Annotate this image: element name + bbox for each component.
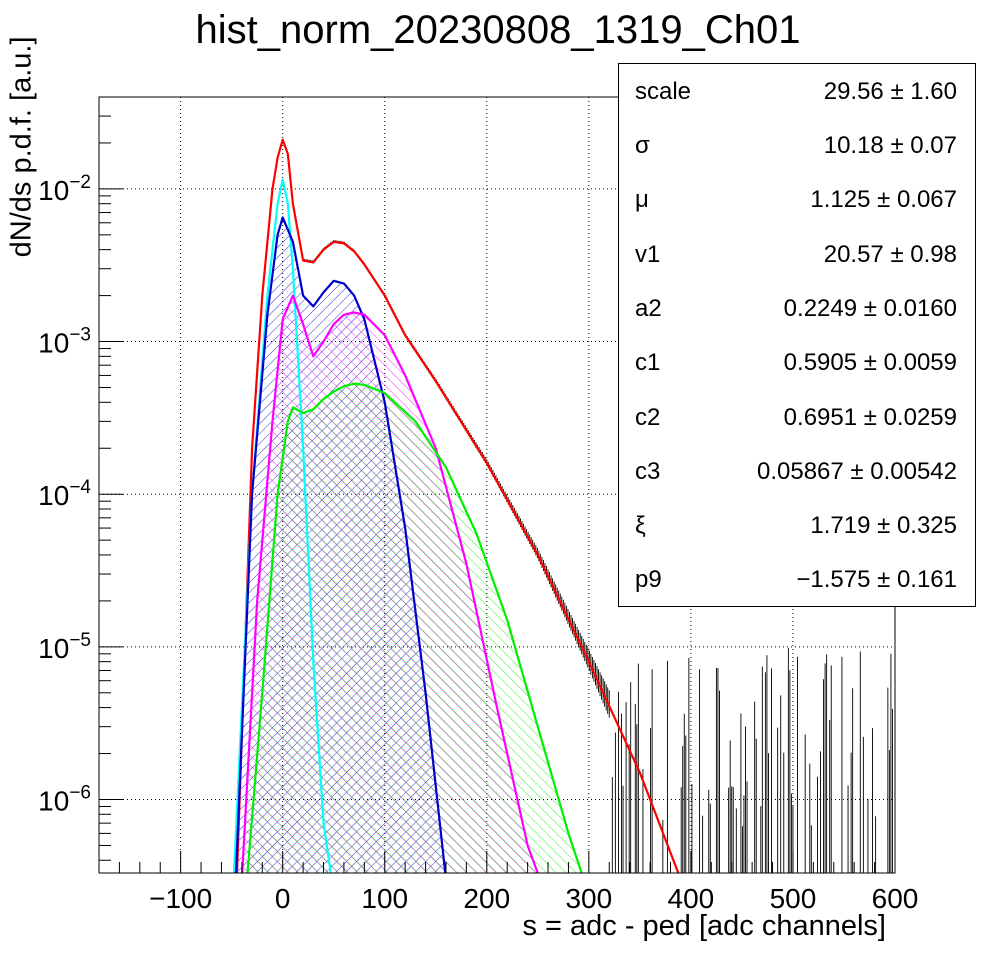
y-axis-label: dN/ds p.d.f. [a.u.] (5, 36, 38, 258)
y-tick-exponent: −6 (69, 783, 91, 804)
x-tick-label: −100 (149, 883, 212, 914)
stat-row: σ 10.18 ± 0.07 (619, 118, 975, 172)
stat-name: ξ (635, 512, 646, 539)
stat-row: c3 0.05867 ± 0.00542 (619, 444, 975, 498)
y-tick-exponent: −5 (69, 630, 91, 651)
stat-value: 29.56 ± 1.60 (823, 78, 957, 105)
y-tick-exponent: −4 (69, 477, 91, 498)
stat-value: 0.6951 ± 0.0259 (783, 404, 957, 431)
series-group (232, 138, 893, 873)
stat-row: p9 −1.575 ± 0.161 (619, 552, 975, 606)
y-tick-label: 10−6 (38, 783, 91, 817)
stat-name: c2 (635, 404, 661, 431)
y-tick-exponent: −3 (69, 325, 91, 346)
fit-stats-box: scale 29.56 ± 1.60 σ 10.18 ± 0.07 μ 1.12… (618, 63, 976, 607)
stat-name: a2 (635, 295, 662, 322)
x-tick-label: 0 (275, 883, 291, 914)
stat-row: ξ 1.719 ± 0.325 (619, 498, 975, 552)
y-tick-label: 10−5 (38, 630, 91, 664)
stat-row: c2 0.6951 ± 0.0259 (619, 390, 975, 444)
x-tick-label: 300 (565, 883, 612, 914)
stat-row: v1 20.57 ± 0.98 (619, 227, 975, 281)
series-line (234, 216, 447, 873)
y-tick-label: 10−3 (38, 325, 91, 359)
x-axis-label: s = adc - ped [adc channels] (522, 910, 886, 942)
stat-value: 1.125 ± 0.067 (810, 186, 957, 213)
x-tick-label: 600 (872, 883, 919, 914)
x-tick-label: 400 (668, 883, 715, 914)
stat-row: μ 1.125 ± 0.067 (619, 172, 975, 226)
stat-value: 10.18 ± 0.07 (823, 132, 957, 159)
y-tick-base: 10 (38, 175, 69, 206)
x-tick-label: 100 (361, 883, 408, 914)
y-tick-label: 10−4 (38, 477, 91, 511)
stat-name: scale (635, 78, 692, 105)
stat-name: c3 (635, 458, 661, 485)
y-tick-base: 10 (38, 480, 69, 511)
x-tick-label: 500 (770, 883, 817, 914)
stat-row: a2 0.2249 ± 0.0160 (619, 281, 975, 335)
chart-title: hist_norm_20230808_1319_Ch01 (195, 8, 801, 52)
series-line (235, 138, 680, 873)
stat-value: 0.2249 ± 0.0160 (783, 295, 957, 322)
series-line (246, 382, 583, 873)
stat-name: c1 (635, 349, 661, 376)
y-tick-exponent: −2 (69, 172, 91, 193)
x-tick-label: 200 (463, 883, 510, 914)
y-tick-base: 10 (38, 328, 69, 359)
stat-row: c1 0.5905 ± 0.0059 (619, 335, 975, 389)
stat-value: 0.5905 ± 0.0059 (783, 349, 957, 376)
stat-value: 0.05867 ± 0.00542 (756, 458, 957, 485)
stat-name: μ (635, 186, 649, 213)
stat-name: σ (635, 132, 650, 159)
series-fill (246, 383, 613, 873)
series-line (241, 294, 539, 873)
y-tick-base: 10 (38, 633, 69, 664)
stat-value: 1.719 ± 0.325 (810, 512, 957, 539)
stat-value: −1.575 ± 0.161 (796, 566, 957, 593)
stat-name: v1 (635, 241, 661, 268)
stat-value: 20.57 ± 0.98 (823, 241, 957, 268)
y-tick-base: 10 (38, 786, 69, 817)
stat-name: p9 (635, 566, 662, 593)
stat-row: scale 29.56 ± 1.60 (619, 64, 975, 118)
y-tick-label: 10−2 (38, 172, 91, 206)
